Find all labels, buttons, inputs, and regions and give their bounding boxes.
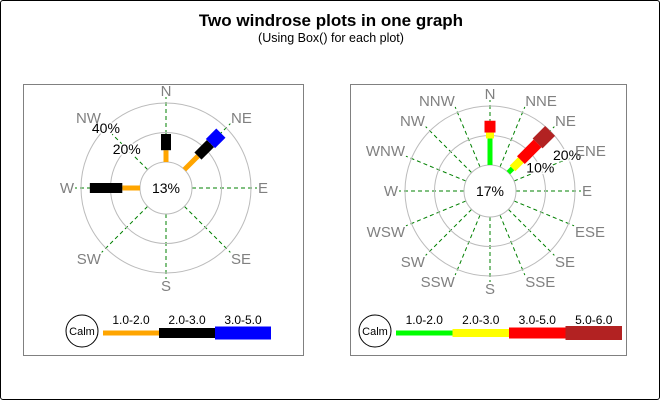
spoke-guide-SSE [499,214,526,276]
legend-bar-3.0-5.0 [509,327,566,339]
direction-label-NNE: NNE [525,93,557,110]
legend-bar-1.0-2.0 [396,330,453,336]
left-windrose-chart: 20% 40% 13% N NE E SE S SW W NW 1.0-2.0 2.0-3.0 3.0-5… [60,85,271,348]
direction-label-W: W [384,183,399,200]
spoke-segment-NE-2.0-3.0 [509,157,524,172]
direction-label-S: S [161,278,171,295]
spoke-guide-WNW [405,155,467,182]
spoke-segment-NE-5.0-6.0 [532,125,556,149]
legend-calm-label: Calm [362,326,388,338]
legend-bin-label: 1.0-2.0 [112,313,150,327]
direction-label-WNW: WNW [366,143,406,160]
spoke-guide-SSW [454,214,481,276]
direction-label-NE: NE [231,110,252,127]
spoke-guide-ENE [513,155,575,182]
spoke-guide-SW [425,209,472,256]
direction-label-N: N [161,85,172,100]
legend-bin-label: 2.0-3.0 [462,313,500,327]
legend-bin-label: 5.0-6.0 [575,313,613,327]
direction-label-E: E [258,180,268,197]
windrose-panel-left: 20% 40% 13% N NE E SE S SW W NW 1.0-2.0 2.0-3.0 3.0-5… [23,84,304,356]
legend-bar-5.0-6.0 [565,326,622,340]
direction-label-NW: NW [76,110,102,127]
direction-label-SE: SE [555,254,575,271]
grid-ring-40% [80,102,252,274]
direction-label-ENE: ENE [575,143,606,160]
direction-label-ESE: ESE [575,224,605,241]
spoke-segment-NE-3.0-5.0 [517,139,542,164]
legend-calm-circle [65,314,99,348]
direction-label-SW: SW [77,251,102,268]
spoke-guide-ESE [513,200,575,227]
direction-label-SE: SE [231,251,251,268]
chart-subtitle: (Using Box() for each plot) [258,31,404,45]
direction-label-NW: NW [400,113,426,130]
legend-bar-3.0-5.0 [215,326,271,340]
legend-bar-2.0-3.0 [452,329,509,337]
spoke-guide-NW [425,126,472,173]
spoke-guide-NW [101,123,148,170]
legend-bin-label: 3.0-5.0 [519,313,557,327]
legend-calm-label: Calm [69,326,95,338]
legend-bin-label: 2.0-3.0 [168,313,206,327]
legend-calm-circle [358,314,392,348]
direction-label-S: S [485,281,495,298]
spoke-guide-NNE [499,106,526,168]
grid-ring-20% [404,105,576,277]
spoke-guide-NNW [454,106,481,168]
spoke-guide-SE [184,206,231,253]
direction-label-SW: SW [401,254,426,271]
ring-label: 20% [113,141,141,157]
direction-label-SSW: SSW [421,274,456,291]
direction-label-SSE: SSE [525,274,555,291]
legend-bin-label: 3.0-5.0 [224,313,262,327]
chart-title: Two windrose plots in one graph [198,11,464,30]
direction-label-NE: NE [555,113,576,130]
calm-center-label: 17% [476,183,504,199]
legend-bar-2.0-3.0 [159,328,215,338]
spoke-segment-NE-2.0-3.0 [194,140,214,160]
direction-label-W: W [60,180,75,197]
spoke-guide-WSW [405,200,467,227]
direction-label-N: N [485,86,496,103]
calm-center-label: 13% [152,180,180,196]
direction-label-WSW: WSW [367,224,406,241]
direction-label-NNW: NNW [419,93,456,110]
ring-label: 40% [92,120,120,136]
windrose-panel-right: 10% 20% 17% N NNE NE ENE E ESE SE SSE S SSW SW WSW W WNW… [350,84,627,356]
ring-label: 10% [526,160,554,176]
legend-bin-label: 1.0-2.0 [406,313,444,327]
ring-label: 20% [553,147,581,163]
spoke-guide-SW [101,206,148,253]
legend-bar-1.0-2.0 [103,330,159,336]
spoke-segment-NE-1.0-2.0 [182,154,200,172]
spoke-segment-NE-1.0-2.0 [506,166,515,175]
spoke-guide-SE [508,209,555,256]
direction-label-E: E [582,183,592,200]
spoke-segment-NE-3.0-5.0 [205,128,226,149]
